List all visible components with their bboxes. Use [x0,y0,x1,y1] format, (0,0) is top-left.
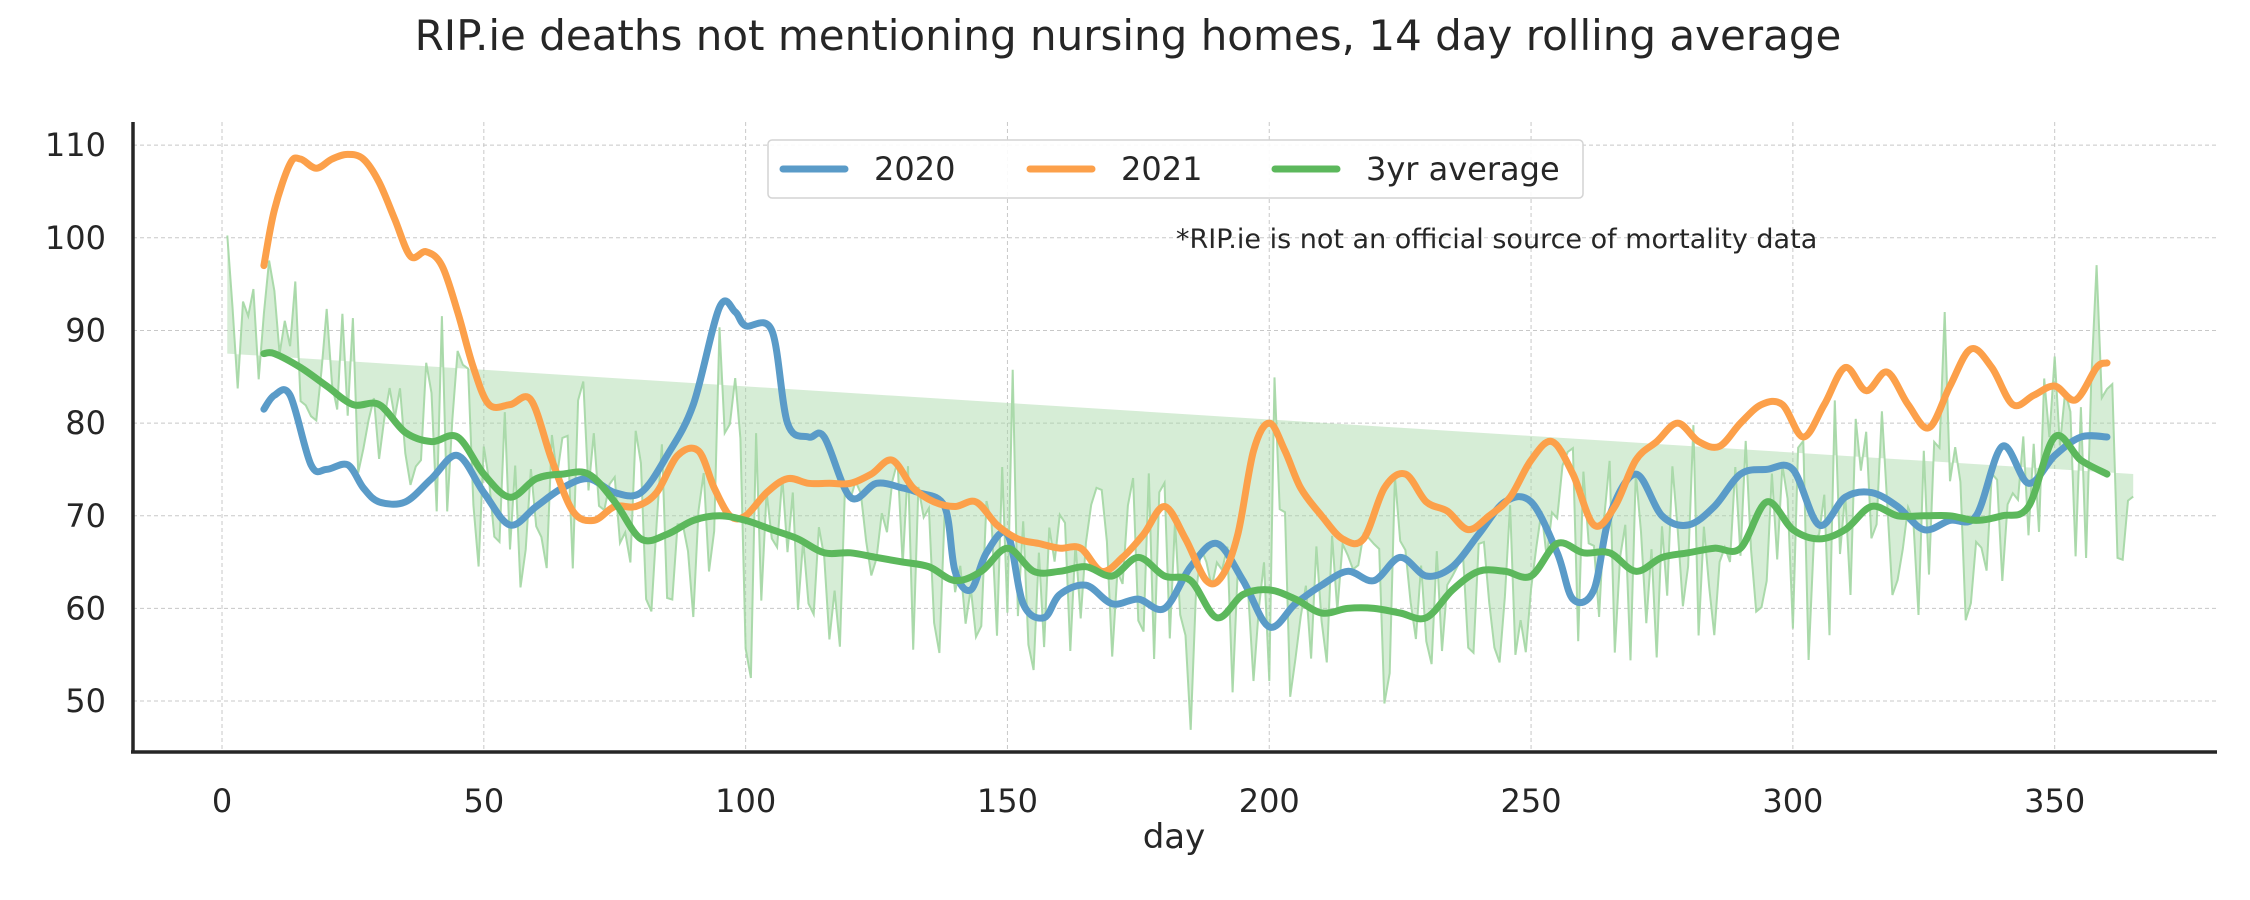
series-lines [260,150,2111,631]
y-tick-label: 80 [65,404,106,442]
x-tick-label: 150 [977,782,1038,820]
y-tick-label: 100 [45,219,106,257]
x-tick-label: 200 [1239,782,1300,820]
series-line-3yr-average [260,349,2111,623]
x-axis-label: day [1143,817,1206,857]
band-fill [227,235,2134,730]
series-line-2021 [260,150,2111,588]
x-tick-label: 100 [715,782,776,820]
legend-label: 2020 [874,150,955,188]
y-tick-label: 90 [65,311,106,349]
y-tick-label: 60 [65,589,106,627]
legend-box [767,139,1584,199]
x-tick-label: 350 [2024,782,2085,820]
y-tick-label: 70 [65,497,106,535]
y-tick-labels: 50 60 70 80 90 100 110 [45,126,106,720]
x-tick-label: 250 [1501,782,1562,820]
y-tick-label: 50 [65,682,106,720]
band-layer [226,235,2134,730]
legend: 2020 2021 3yr average [767,139,1584,199]
chart-title: RIP.ie deaths not mentioning nursing hom… [415,11,1842,60]
x-tick-label: 50 [463,782,504,820]
legend-label: 2021 [1121,150,1202,188]
x-tick-label: 0 [212,782,232,820]
y-tick-label: 110 [45,126,106,164]
x-tick-labels: 0 50 100 150 200 250 300 350 [212,782,2085,820]
source-note: *RIP.ie is not an official source of mor… [1176,224,1817,255]
series-line-2020 [260,297,2111,631]
legend-label: 3yr average [1366,150,1560,188]
x-tick-label: 300 [1762,782,1823,820]
